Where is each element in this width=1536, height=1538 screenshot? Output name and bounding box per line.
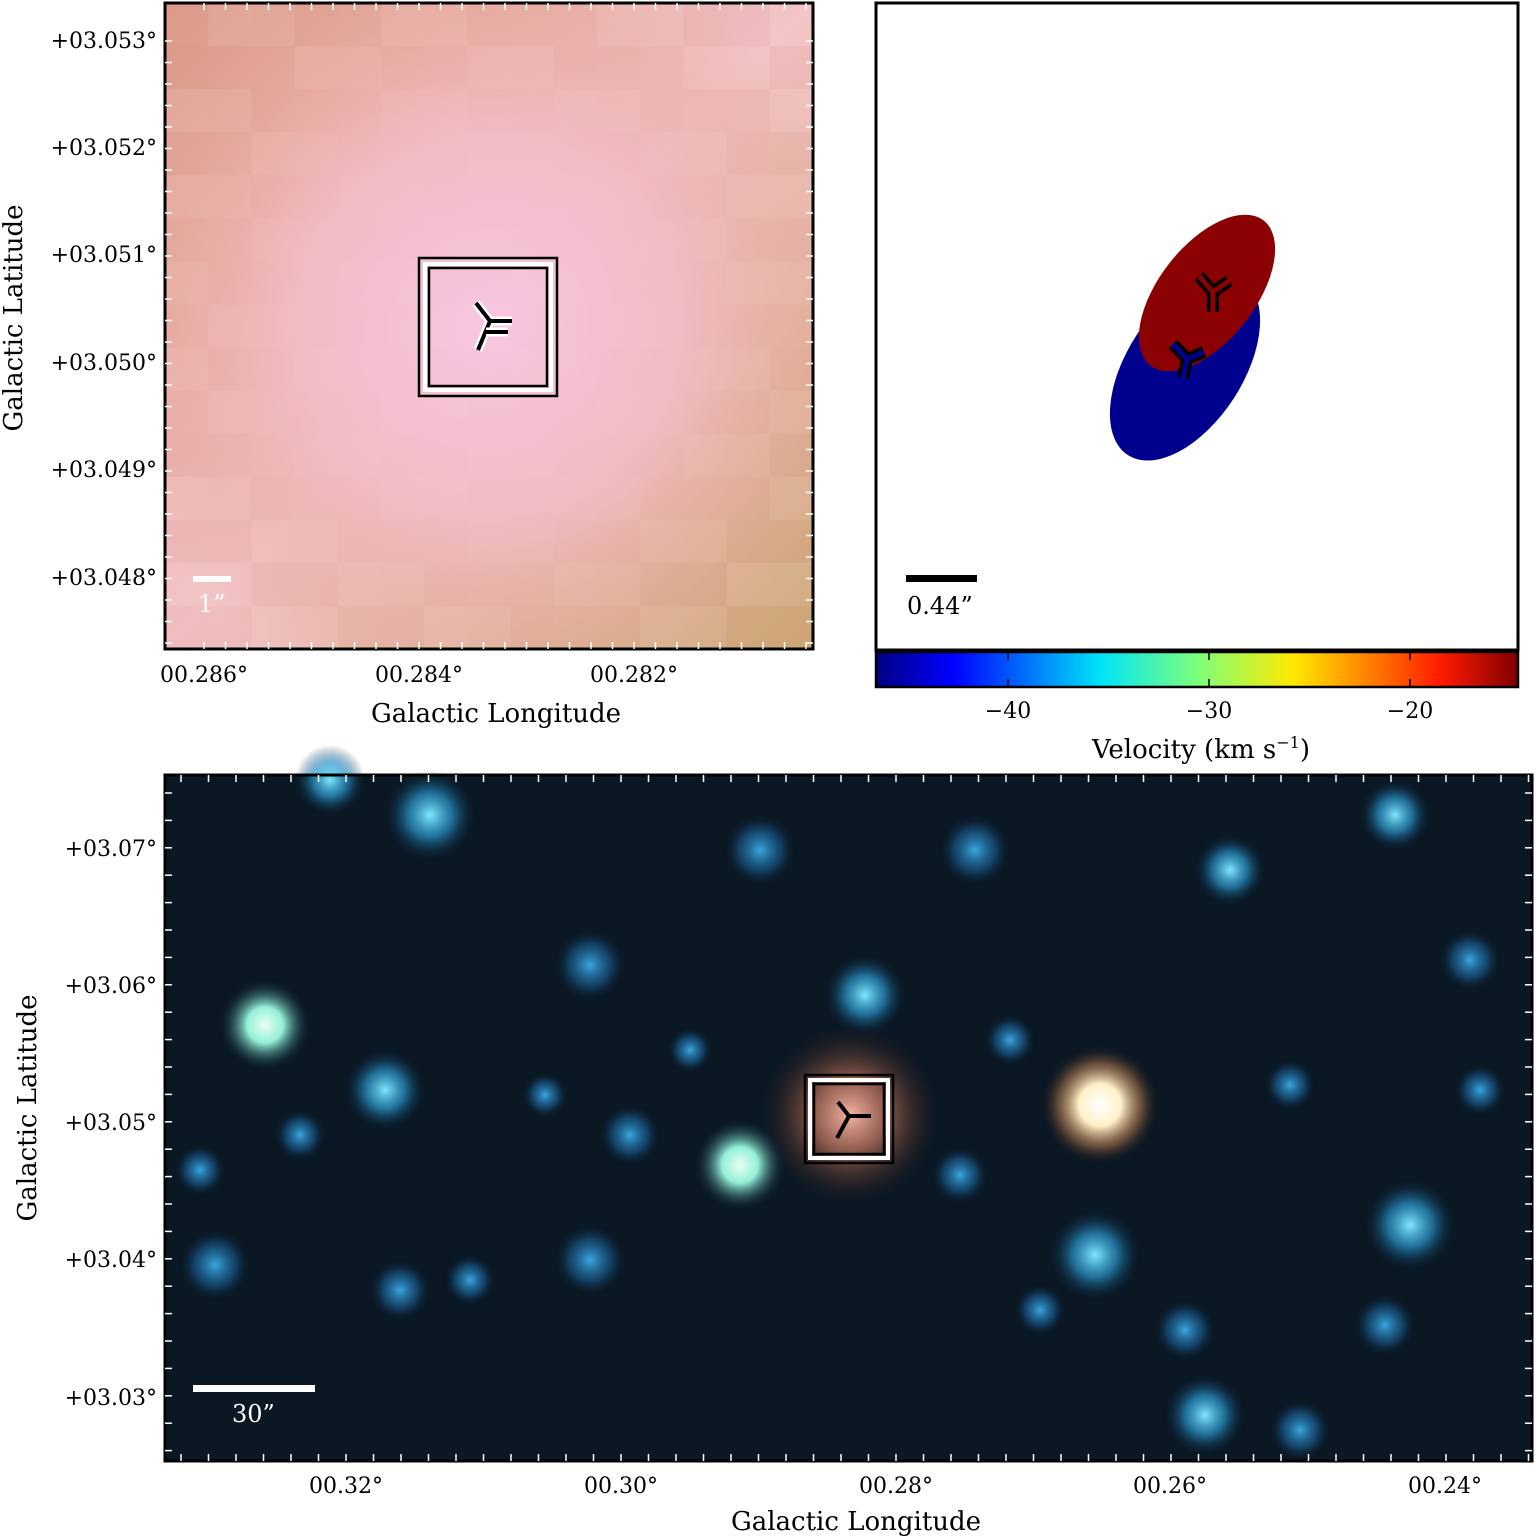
colorbar-title-main: Velocity (km s [1091,735,1276,765]
maser-marker-icon [472,300,512,352]
star-blob [1270,1400,1330,1460]
scale-bar-label: 0.44” [907,592,973,620]
ytick-label: +03.05° [65,1111,157,1136]
colorbar-tick-label: −20 [1387,699,1433,724]
bottom-panel: 30” +03.07° +03.06° +03.05° +03.04° +03.… [13,745,1534,1537]
star-blob [1455,1065,1505,1115]
bottom-frame [163,773,1534,1463]
velocity-colorbar [874,650,1520,689]
star-blob [1155,1300,1215,1360]
scale-bar-label: 30” [232,1400,275,1428]
ytick-label: +03.048° [51,566,157,591]
xtick-label: 00.26° [1133,1474,1207,1499]
star-blob [370,1260,430,1320]
ytick-label: +03.07° [65,837,157,862]
xtick-label: 00.30° [584,1474,658,1499]
top-left-ticks [165,3,813,649]
star-blob [385,770,475,860]
colorbar-title-sup: −1 [1276,733,1300,752]
x-axis-title: Galactic Longitude [371,699,621,729]
ytick-label: +03.04° [65,1248,157,1273]
scale-bar-label: 1” [198,590,226,618]
x-axis-title: Galactic Longitude [731,1507,981,1537]
colorbar-title: Velocity (km s−1) [1091,733,1310,765]
star-blob [275,1110,325,1160]
colorbar-tick-label: −30 [1186,699,1232,724]
red-maser-marker-icon [1194,272,1233,312]
ytick-label: +03.06° [65,974,157,999]
star-blob [295,745,365,815]
star-blob [1360,780,1430,850]
source-box [417,256,559,398]
ytick-label: +03.051° [51,243,157,268]
xtick-label: 00.282° [590,663,678,688]
star-blob [1265,1060,1315,1110]
y-axis-title: Galactic Latitude [13,995,43,1222]
star-blob [932,1147,988,1203]
scale-bar [193,1385,315,1392]
ytick-label: +03.03° [65,1386,157,1411]
star-blob [1440,930,1500,990]
ytick-label: +03.053° [51,29,157,54]
star-blob [1015,1285,1065,1335]
star-blob [668,1028,712,1072]
star-blob [1165,1375,1245,1455]
bottom-ticks [165,775,1532,1461]
blue-maser-marker-icon [1168,339,1207,380]
source-box [803,1073,895,1165]
top-left-panel: 1” +03.053° +03.052° +03.051° +03.050° +… [0,1,815,729]
star-blob [345,1050,425,1130]
star-blob [175,1145,225,1195]
star-blob [725,815,795,885]
ytick-label: +03.052° [51,136,157,161]
top-left-frame [163,1,815,651]
star-blob [1365,1180,1455,1270]
scale-bar [193,576,231,582]
star-blob [600,1105,660,1165]
star-blob [1050,1210,1140,1300]
star-blob [1355,1295,1415,1355]
ytick-label: +03.049° [51,458,157,483]
star-blob [1195,835,1265,905]
xtick-label: 00.28° [859,1474,933,1499]
star-blob [695,1120,785,1210]
colorbar-title-close: ) [1300,735,1310,765]
xtick-label: 00.32° [309,1474,383,1499]
star-blob [940,815,1010,885]
star-blob [220,980,310,1070]
star-blob [555,930,625,1000]
star-blob [180,1230,250,1300]
scale-bar [906,575,977,582]
xtick-label: 00.284° [375,663,463,688]
maser-marker-icon [835,1100,871,1139]
y-axis-title: Galactic Latitude [0,205,29,432]
star-blob [985,1015,1035,1065]
top-right-panel: 0.44” −40 −30 −20 Velocity (km s−1) [874,1,1520,765]
star-blob [523,1073,567,1117]
star-blob [555,1225,625,1295]
star-blob [825,955,905,1035]
ytick-label: +03.050° [51,351,157,376]
xtick-label: 00.24° [1408,1474,1482,1499]
xtick-label: 00.286° [160,663,248,688]
star-blob [1040,1045,1160,1165]
star-blob [445,1255,495,1305]
colorbar-tick-label: −40 [985,699,1031,724]
